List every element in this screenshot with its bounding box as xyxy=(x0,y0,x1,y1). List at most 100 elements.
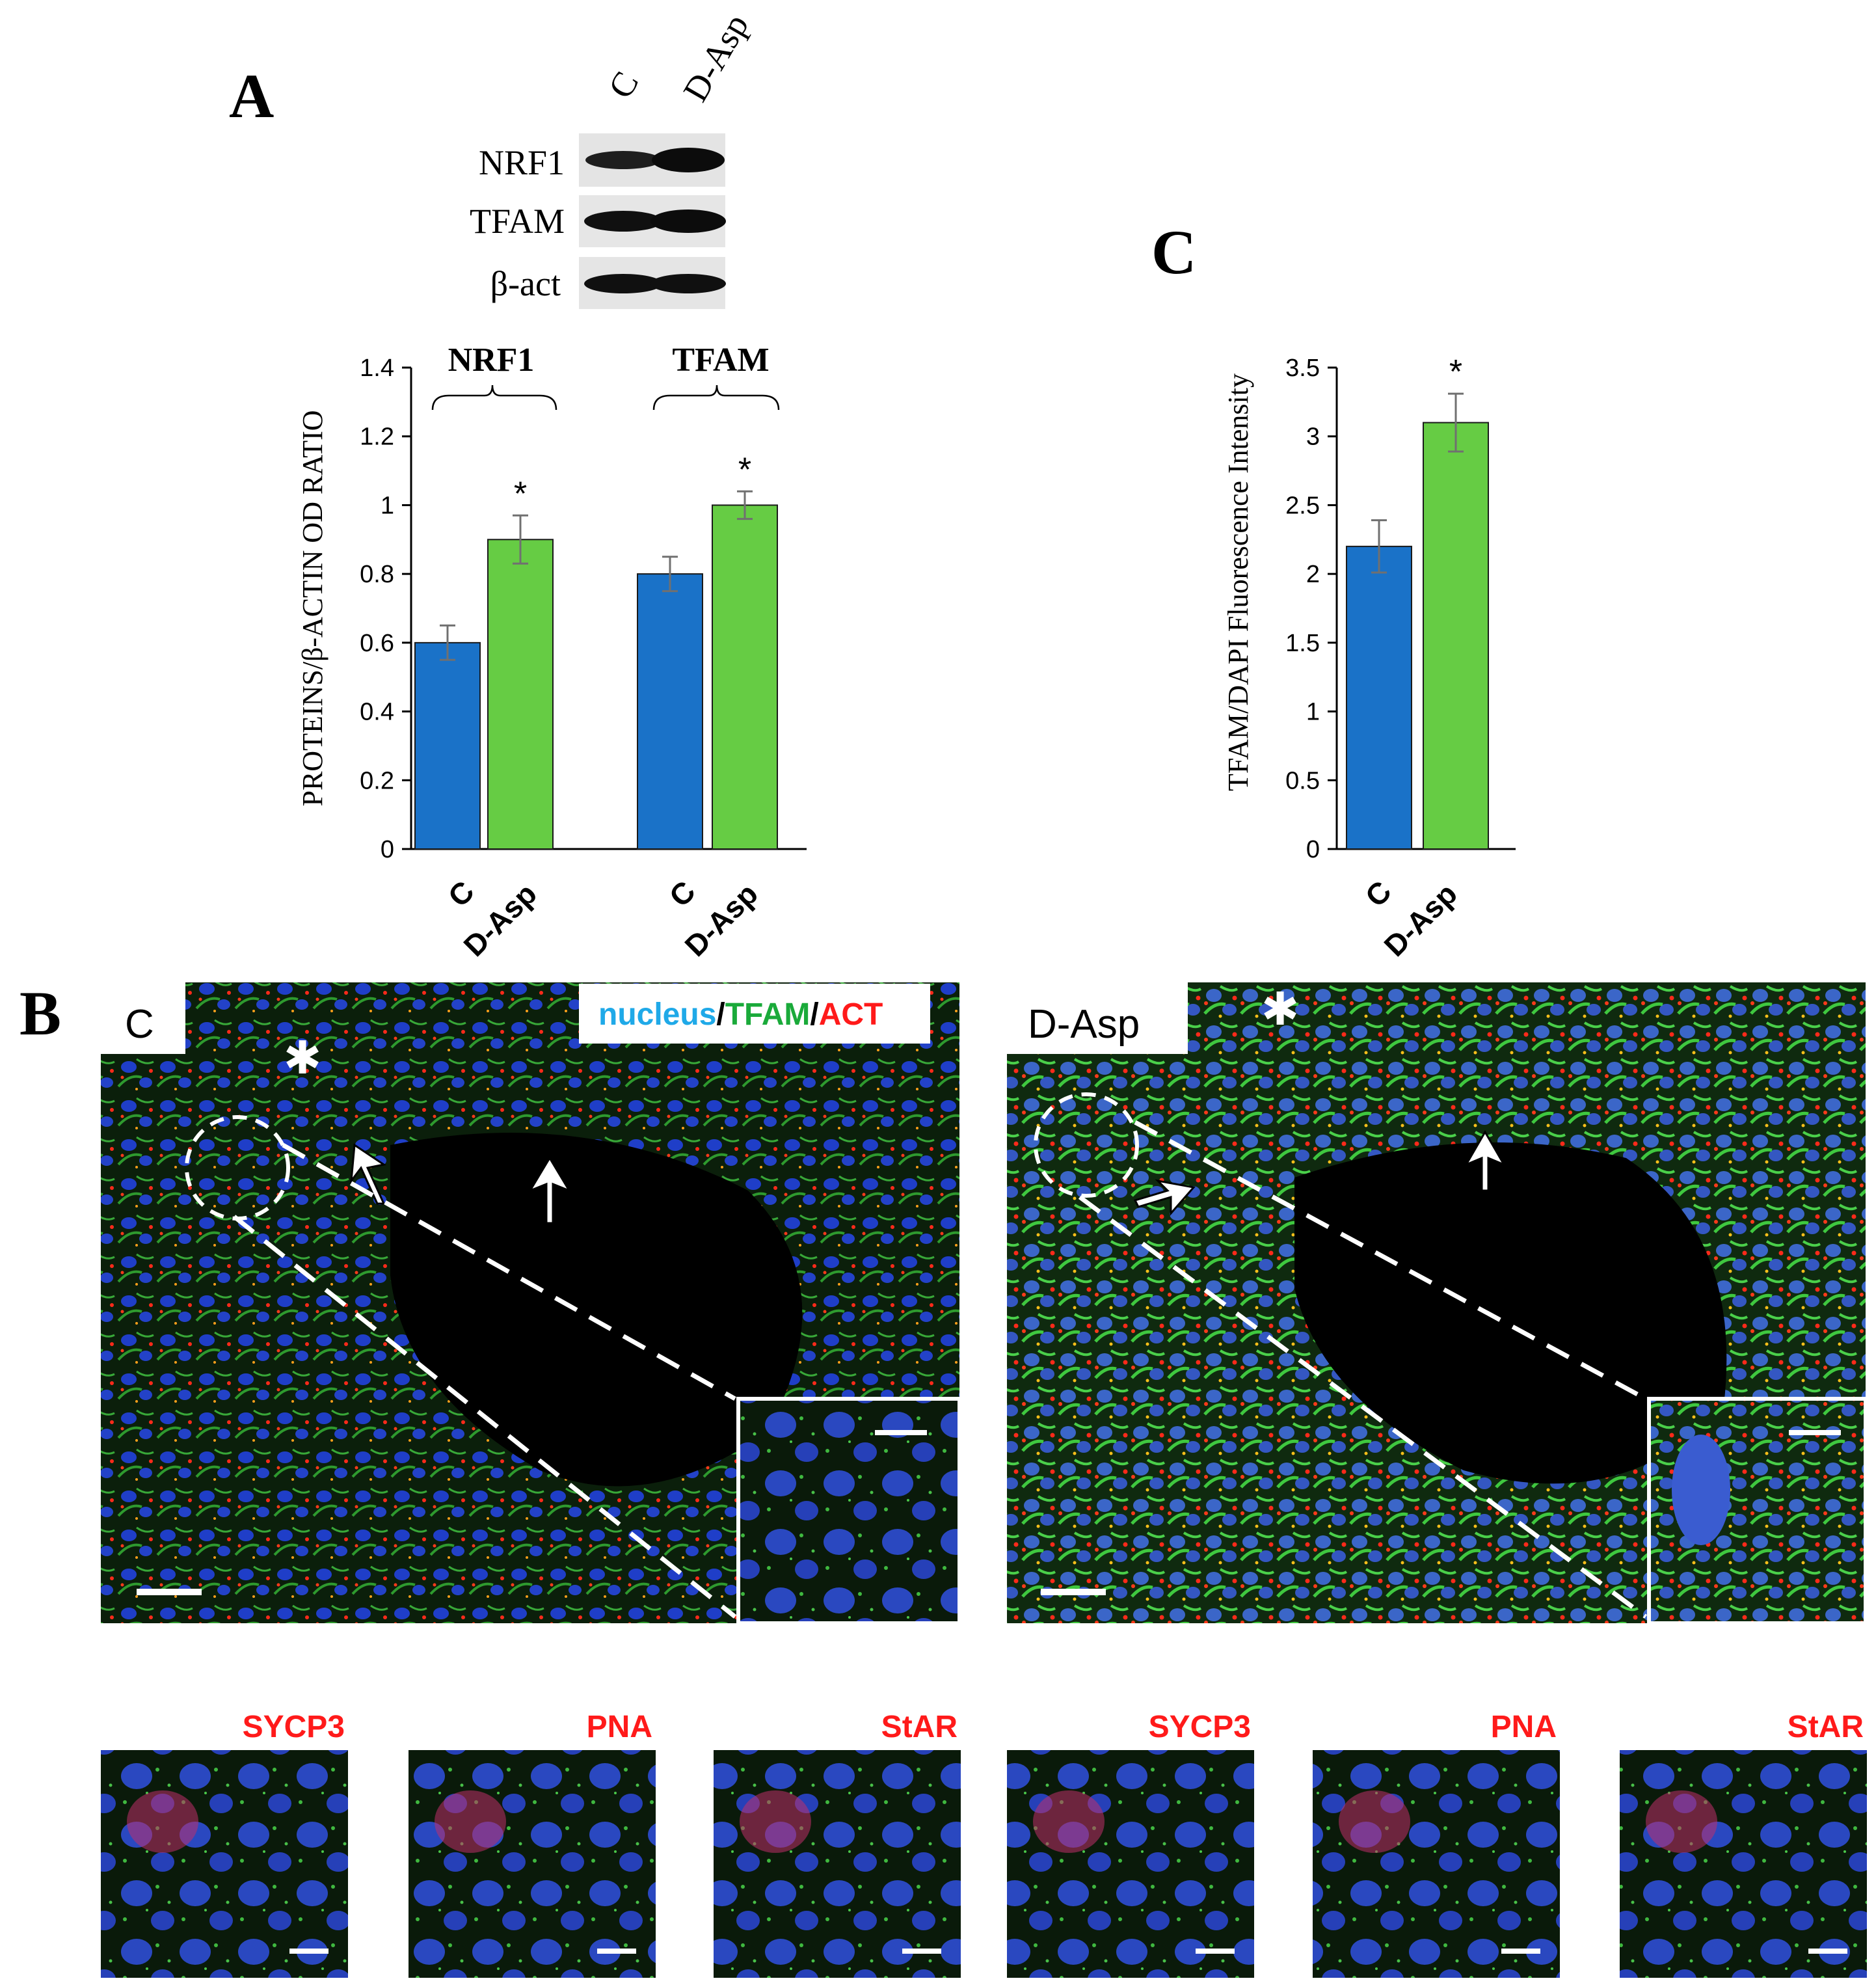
marker-label: SYCP3 xyxy=(1149,1710,1251,1744)
chart-a-tick-label: 1 xyxy=(381,492,394,519)
marker-panel: StAR xyxy=(1620,1710,1867,1978)
chart-c-tick-label: 2.5 xyxy=(1285,492,1320,519)
chart-a-tfam-1-bar xyxy=(712,504,778,850)
marker-panel-image xyxy=(409,1750,656,1978)
blot-band-bact-treated xyxy=(650,274,726,293)
scale-bar-control-inset xyxy=(875,1430,927,1435)
marker-stain xyxy=(127,1790,198,1853)
chart-c-tick-label: 1 xyxy=(1306,699,1320,726)
zoom-line-control-1 xyxy=(282,1142,736,1401)
marker-label: StAR xyxy=(1788,1710,1864,1744)
chart-a: 00.20.40.60.811.21.4 ** PROTEINS/β-ACTIN… xyxy=(297,342,807,963)
marker-label: SYCP3 xyxy=(243,1710,345,1744)
marker-label: PNA xyxy=(1491,1710,1557,1744)
zoom-line-treated-1 xyxy=(1134,1120,1647,1401)
chart-a-tick-label: 0 xyxy=(381,836,394,863)
blot-lane-label-control: C xyxy=(600,65,646,105)
legend-nucleus: nucleus xyxy=(598,997,716,1032)
chart-a-bracket-nrf1 xyxy=(431,384,557,411)
legend-separator-1: / xyxy=(716,997,725,1032)
chart-a-category-tfam-c: C xyxy=(663,874,702,913)
arrow-control-2 xyxy=(350,1143,386,1205)
blot-row-label-bact: β-act xyxy=(490,264,561,303)
marker-panels: SYCP3 PNA StAR SYCP3 PNA StAR xyxy=(101,1710,1867,1978)
blot-band-tfam-control xyxy=(584,211,662,232)
zoom-line-treated-2 xyxy=(1078,1195,1648,1619)
blot-row-label-nrf1: NRF1 xyxy=(479,143,565,182)
marker-panel-image xyxy=(1313,1750,1560,1978)
blot-band-tfam-treated xyxy=(650,209,726,233)
marker-scale-bar xyxy=(1501,1949,1540,1954)
chart-c-tick-label: 2 xyxy=(1306,561,1320,588)
arrow-control-1 xyxy=(528,1156,572,1224)
chart-a-category-nrf1-c: C xyxy=(442,874,481,913)
blot-band-nrf1-treated xyxy=(652,148,725,172)
marker-scale-bar xyxy=(289,1949,328,1954)
zoom-inset-control xyxy=(736,1397,961,1625)
scale-bar-treated xyxy=(1041,1589,1106,1595)
panel-letter-b: B xyxy=(20,978,61,1048)
arrow-treated-1 xyxy=(1464,1130,1507,1192)
chart-c-tick-label: 3 xyxy=(1306,424,1320,451)
panel-letter-c: C xyxy=(1151,217,1196,287)
marker-stain xyxy=(1646,1790,1717,1853)
marker-label: PNA xyxy=(587,1710,652,1744)
legend-tfam: TFAM xyxy=(725,997,811,1032)
chart-a-tick-label: 0.8 xyxy=(360,561,394,588)
marker-panel: PNA xyxy=(409,1710,656,1978)
marker-stain xyxy=(740,1790,811,1853)
zoom-circle-treated xyxy=(1034,1092,1139,1198)
panel-letter-a: A xyxy=(229,61,274,131)
chart-a-tick-label: 0.6 xyxy=(360,630,394,657)
chart-a-nrf1-0-bar xyxy=(414,641,481,850)
legend-separator-2: / xyxy=(810,997,818,1032)
zoom-inset-treated-nucleus xyxy=(1672,1435,1730,1545)
blot-lane-label-treated: D-Asp xyxy=(675,7,756,108)
marker-panel: SYCP3 xyxy=(1007,1710,1254,1978)
chart-a-y-axis-label: PROTEINS/β-ACTIN OD RATIO xyxy=(297,410,328,806)
chart-a-tick-label: 1.2 xyxy=(360,424,394,451)
chart-c-category-dasp: D-Asp xyxy=(1377,876,1464,963)
chart-c-tick-label: 0.5 xyxy=(1285,767,1320,794)
chart-c-bars: * xyxy=(1346,353,1489,850)
chart-a-tfam-1-significance: * xyxy=(738,451,751,489)
western-blot: C D-Asp NRF1 TFAM β-act xyxy=(470,7,756,309)
chart-c-tick-label: 0 xyxy=(1306,836,1320,863)
chart-c: 0 0.5 1 1.5 2 2.5 3 3.5 * TFAM/DAPI Fluorescenc… xyxy=(1222,353,1516,963)
micrograph-control-label: C xyxy=(125,1002,154,1047)
micrograph-control-label-box xyxy=(101,982,185,1054)
chart-a-tick-label: 0.4 xyxy=(360,699,394,726)
marker-panel-image xyxy=(1620,1750,1867,1978)
chart-c-y-axis-label: TFAM/DAPI Fluorescence Intensity xyxy=(1222,373,1254,791)
legend-box xyxy=(579,984,930,1044)
marker-panel: SYCP3 xyxy=(101,1710,348,1978)
chart-a-ticks: 0 0.2 0.4 0.6 0.8 1 1.2 1.4 xyxy=(360,355,411,863)
chart-c-tick-label: 3.5 xyxy=(1285,355,1320,382)
lumen-treated xyxy=(1294,1142,1727,1484)
marker-panel-image xyxy=(714,1750,961,1978)
legend-act: ACT xyxy=(819,997,883,1032)
micrograph-treated-label: D-Asp xyxy=(1028,1002,1140,1047)
chart-a-group-label-tfam: TFAM xyxy=(672,342,769,379)
asterisk-control: ✱ xyxy=(284,1031,322,1085)
chart-a-bracket-tfam xyxy=(652,384,780,411)
chart-a-tfam-0-bar xyxy=(637,573,703,850)
marker-stain xyxy=(435,1790,506,1853)
chart-a-bars: ** xyxy=(414,451,778,850)
blot-row-label-tfam: TFAM xyxy=(470,202,565,241)
zoom-line-control-2 xyxy=(232,1215,737,1619)
micrograph-treated-label-box xyxy=(1007,982,1188,1054)
marker-scale-bar xyxy=(597,1949,636,1954)
marker-scale-bar xyxy=(902,1949,941,1954)
lumen-control xyxy=(390,1133,803,1487)
blot-band-bact-control xyxy=(584,274,662,293)
chart-a-group-label-nrf1: NRF1 xyxy=(448,342,535,379)
chart-c-tick-label: 1.5 xyxy=(1285,630,1320,657)
marker-panel: PNA xyxy=(1313,1710,1560,1978)
marker-stain xyxy=(1339,1790,1410,1853)
micrograph-treated: D-Asp ✱ xyxy=(1007,982,1868,1625)
chart-c-1-significance: * xyxy=(1449,353,1462,391)
chart-a-tick-label: 1.4 xyxy=(360,355,394,382)
marker-scale-bar xyxy=(1808,1949,1847,1954)
